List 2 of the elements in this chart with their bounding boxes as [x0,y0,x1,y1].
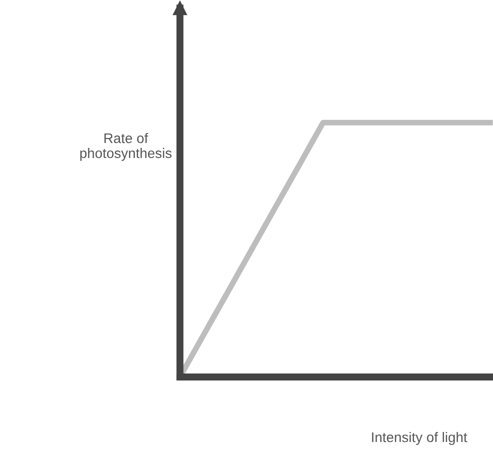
x-axis-title: Intensity of light [372,432,468,445]
y-axis-title: Rate of photosynthesis [80,132,172,161]
